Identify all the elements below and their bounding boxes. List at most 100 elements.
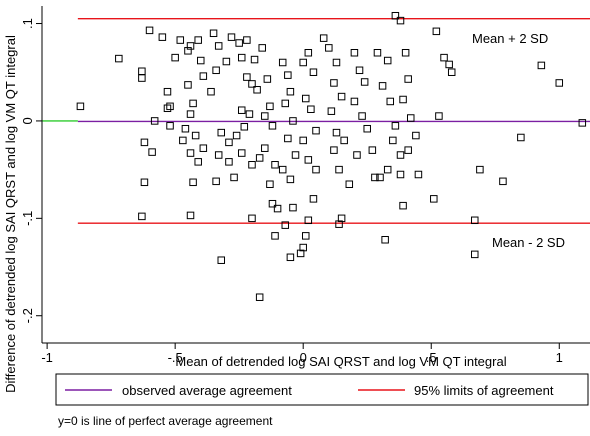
data-point — [335, 165, 343, 174]
data-point — [299, 243, 307, 252]
data-point — [430, 195, 438, 203]
data-point — [140, 138, 149, 147]
data-point — [376, 173, 384, 182]
data-point — [355, 66, 364, 75]
data-point — [414, 170, 423, 179]
data-point — [345, 180, 354, 188]
annotation-upper: Mean + 2 SD — [472, 31, 548, 46]
data-point — [171, 53, 179, 62]
data-point — [312, 165, 320, 174]
data-point — [296, 249, 305, 258]
data-point — [261, 112, 269, 120]
legend-limits-label: 95% limits of agreement — [414, 383, 554, 398]
data-point — [263, 75, 272, 83]
data-point — [240, 123, 249, 131]
data-point — [248, 214, 256, 223]
data-point — [368, 146, 377, 154]
y-axis-ticks: .1 0 -.1 -.2 — [20, 18, 42, 323]
y-tick-label: -.2 — [20, 308, 35, 323]
data-point — [281, 221, 290, 229]
data-point — [271, 232, 279, 240]
data-point — [189, 178, 197, 187]
data-point — [166, 122, 174, 130]
data-point — [358, 112, 366, 120]
data-point — [319, 34, 328, 42]
data-point — [184, 81, 192, 89]
data-point — [404, 146, 412, 154]
data-point — [337, 214, 346, 223]
data-point — [255, 293, 264, 301]
legend-observed-label: observed average agreement — [122, 383, 292, 398]
data-point — [383, 165, 392, 174]
data-point — [253, 86, 261, 94]
data-point — [184, 47, 192, 55]
data-point — [222, 57, 231, 66]
data-point — [76, 102, 85, 111]
data-point — [340, 136, 348, 145]
data-point — [445, 60, 453, 69]
data-point — [258, 44, 266, 52]
data-point — [209, 29, 218, 38]
x-tick-label: 0 — [300, 350, 307, 365]
data-point — [396, 170, 405, 179]
data-point — [312, 126, 320, 135]
y-tick-label: 0 — [20, 117, 35, 124]
data-point — [212, 177, 220, 186]
x-tick-label: -1 — [41, 350, 53, 365]
data-point — [140, 178, 149, 187]
data-point — [235, 39, 243, 47]
data-point — [284, 134, 292, 143]
data-point — [291, 151, 300, 159]
data-point — [537, 61, 546, 70]
data-points — [76, 11, 587, 301]
data-point — [245, 110, 254, 118]
y-tick-label: .1 — [20, 18, 35, 29]
data-point — [330, 146, 338, 154]
data-point — [179, 136, 187, 145]
x-axis-title: Mean of detrended log SAI QRST and log V… — [175, 354, 506, 369]
data-point — [194, 158, 202, 166]
data-point — [360, 78, 369, 86]
data-point — [302, 232, 310, 240]
data-point — [286, 175, 295, 184]
data-point — [309, 68, 318, 76]
data-point — [435, 112, 443, 120]
data-point — [227, 33, 236, 41]
data-point — [471, 216, 479, 225]
data-point — [199, 72, 208, 80]
data-point — [399, 201, 407, 210]
data-point — [578, 119, 587, 127]
data-point — [399, 95, 407, 104]
data-point — [181, 124, 190, 133]
data-point — [214, 151, 223, 159]
data-point — [307, 105, 315, 113]
data-point — [176, 36, 185, 44]
data-point — [396, 151, 405, 159]
data-point — [278, 58, 287, 67]
data-point — [350, 49, 359, 57]
data-point — [212, 66, 220, 75]
data-point — [248, 80, 256, 88]
data-point — [186, 42, 195, 50]
data-point — [237, 106, 246, 114]
data-point — [325, 44, 333, 52]
plot-frame — [41, 6, 590, 344]
data-point — [299, 58, 307, 67]
data-point — [304, 156, 313, 164]
annotation-lower: Mean - 2 SD — [492, 235, 565, 250]
data-point — [163, 87, 172, 96]
data-point — [302, 94, 310, 103]
data-point — [115, 54, 123, 63]
data-point — [289, 203, 297, 212]
data-point — [391, 122, 400, 130]
data-point — [289, 117, 297, 125]
data-point — [350, 97, 359, 106]
data-point — [304, 49, 313, 57]
data-point — [232, 131, 241, 140]
data-point — [447, 68, 456, 76]
data-point — [194, 36, 202, 44]
data-point — [250, 55, 259, 64]
data-point — [186, 211, 195, 220]
data-point — [243, 36, 251, 44]
